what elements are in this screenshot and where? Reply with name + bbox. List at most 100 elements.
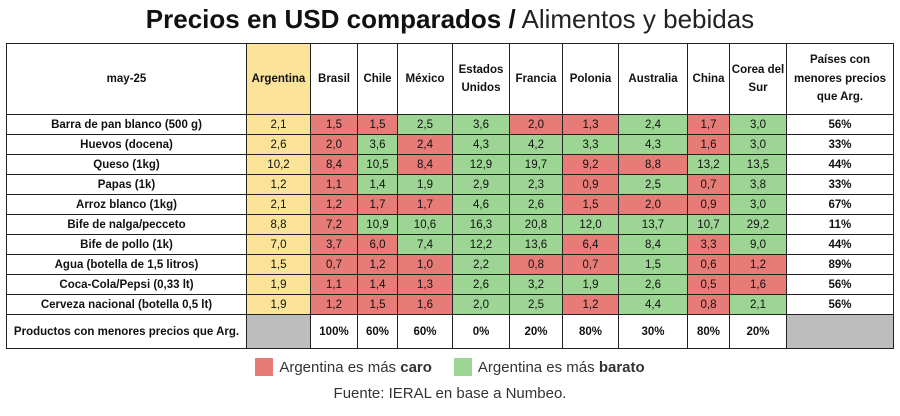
price-cell: 2,6 xyxy=(618,274,688,295)
price-cell: 1,9 xyxy=(562,274,619,295)
legend-swatch-green xyxy=(453,358,472,376)
price-cell: 8,4 xyxy=(618,234,688,255)
product-label: Papas (1k) xyxy=(6,174,247,195)
price-cell: 3,3 xyxy=(562,134,619,155)
price-cell: 8,8 xyxy=(246,214,311,235)
footer-cell: 20% xyxy=(729,314,787,349)
legend-text: Argentina es más xyxy=(279,358,397,376)
price-cell: 1,7 xyxy=(397,194,453,215)
share-cell: 44% xyxy=(786,234,894,255)
price-cell: 1,5 xyxy=(562,194,619,215)
price-cell: 12,9 xyxy=(452,154,510,175)
price-cell: 1,6 xyxy=(687,134,730,155)
table-row: Cerveza nacional (botella 0,5 lt) 1,9 1,2 1… xyxy=(6,294,894,315)
column-header: Chile xyxy=(357,43,398,115)
price-cell: 1,4 xyxy=(357,274,398,295)
price-cell: 2,3 xyxy=(509,174,563,195)
legend-text: Argentina es más xyxy=(477,358,595,376)
price-cell: 0,5 xyxy=(687,274,730,295)
share-cell: 67% xyxy=(786,194,894,215)
price-cell: 19,7 xyxy=(509,154,563,175)
price-cell: 0,9 xyxy=(562,174,619,195)
price-cell: 0,7 xyxy=(687,174,730,195)
price-cell: 0,8 xyxy=(687,294,730,315)
column-header: México xyxy=(397,43,453,115)
price-cell: 1,6 xyxy=(729,274,787,295)
legend: Argentina es más caro Argentina es más b… xyxy=(0,358,900,376)
price-cell: 1,0 xyxy=(397,254,453,275)
price-cell: 4,6 xyxy=(452,194,510,215)
price-cell: 20,8 xyxy=(509,214,563,235)
price-table: may-25 Argentina Brasil Chile México Estados … xyxy=(6,43,894,349)
price-cell: 1,9 xyxy=(246,294,311,315)
chart-title: Precios en USD comparados / Alimentos y … xyxy=(0,4,900,35)
price-cell: 1,7 xyxy=(357,194,398,215)
price-cell: 2,6 xyxy=(246,134,311,155)
price-cell: 3,0 xyxy=(729,114,787,135)
table-row: Barra de pan blanco (500 g) 2,1 1,5 1,5 2,5 3… xyxy=(6,114,894,135)
column-header: Polonia xyxy=(562,43,619,115)
share-header: Países con menores precios que Arg. xyxy=(786,43,894,115)
price-cell: 9,0 xyxy=(729,234,787,255)
price-cell: 2,0 xyxy=(618,194,688,215)
price-cell: 12,0 xyxy=(562,214,619,235)
price-cell: 2,4 xyxy=(618,114,688,135)
legend-item-caro: Argentina es más caro xyxy=(255,358,432,376)
price-cell: 1,2 xyxy=(310,194,358,215)
product-label: Bife de pollo (1k) xyxy=(6,234,247,255)
price-cell: 1,3 xyxy=(562,114,619,135)
price-cell: 7,4 xyxy=(397,234,453,255)
period-header: may-25 xyxy=(6,43,247,115)
price-cell: 12,2 xyxy=(452,234,510,255)
price-cell: 1,5 xyxy=(246,254,311,275)
table-row: Papas (1k) 1,2 1,1 1,4 1,9 2,9 2,3 0,9 2,5 0,7 3,8… xyxy=(6,174,894,195)
column-header: China xyxy=(687,43,730,115)
price-cell: 1,3 xyxy=(397,274,453,295)
column-header: Argentina xyxy=(246,43,311,115)
legend-bold: barato xyxy=(598,358,645,376)
price-cell: 1,9 xyxy=(246,274,311,295)
price-cell: 0,6 xyxy=(687,254,730,275)
column-header: Estados Unidos xyxy=(452,43,510,115)
price-cell: 3,0 xyxy=(729,134,787,155)
legend-bold: caro xyxy=(400,358,432,376)
price-cell: 8,4 xyxy=(397,154,453,175)
column-header: Corea del Sur xyxy=(729,43,787,115)
column-header: Australia xyxy=(618,43,688,115)
title-bold: Precios en USD comparados / xyxy=(145,4,516,34)
price-cell: 4,4 xyxy=(618,294,688,315)
price-cell: 0,7 xyxy=(310,254,358,275)
price-cell: 3,0 xyxy=(729,194,787,215)
price-cell: 1,5 xyxy=(357,294,398,315)
column-header: Brasil xyxy=(310,43,358,115)
price-cell: 2,0 xyxy=(452,294,510,315)
price-cell: 2,2 xyxy=(452,254,510,275)
price-cell: 0,9 xyxy=(687,194,730,215)
table-row: Arroz blanco (1kg) 2,1 1,2 1,7 1,7 4,6 2,6 1,5 2… xyxy=(6,194,894,215)
price-cell: 3,7 xyxy=(310,234,358,255)
price-cell: 13,6 xyxy=(509,234,563,255)
share-cell: 56% xyxy=(786,114,894,135)
price-cell: 1,2 xyxy=(246,174,311,195)
price-cell: 10,5 xyxy=(357,154,398,175)
price-cell: 8,8 xyxy=(618,154,688,175)
price-cell: 3,6 xyxy=(357,134,398,155)
empty-cell xyxy=(786,314,894,349)
product-label: Agua (botella de 1,5 litros) xyxy=(6,254,247,275)
price-cell: 4,3 xyxy=(452,134,510,155)
footer-cell: 30% xyxy=(618,314,688,349)
share-cell: 89% xyxy=(786,254,894,275)
price-cell: 2,1 xyxy=(729,294,787,315)
price-cell: 2,5 xyxy=(509,294,563,315)
product-label: Cerveza nacional (botella 0,5 lt) xyxy=(6,294,247,315)
price-cell: 2,1 xyxy=(246,114,311,135)
footer-cell: 20% xyxy=(509,314,563,349)
price-cell: 1,2 xyxy=(562,294,619,315)
price-cell: 4,3 xyxy=(618,134,688,155)
footer-cell: 60% xyxy=(357,314,398,349)
price-cell: 8,4 xyxy=(310,154,358,175)
price-cell: 10,2 xyxy=(246,154,311,175)
footer-cell: 100% xyxy=(310,314,358,349)
legend-item-barato: Argentina es más barato xyxy=(453,358,645,376)
price-cell: 0,8 xyxy=(509,254,563,275)
